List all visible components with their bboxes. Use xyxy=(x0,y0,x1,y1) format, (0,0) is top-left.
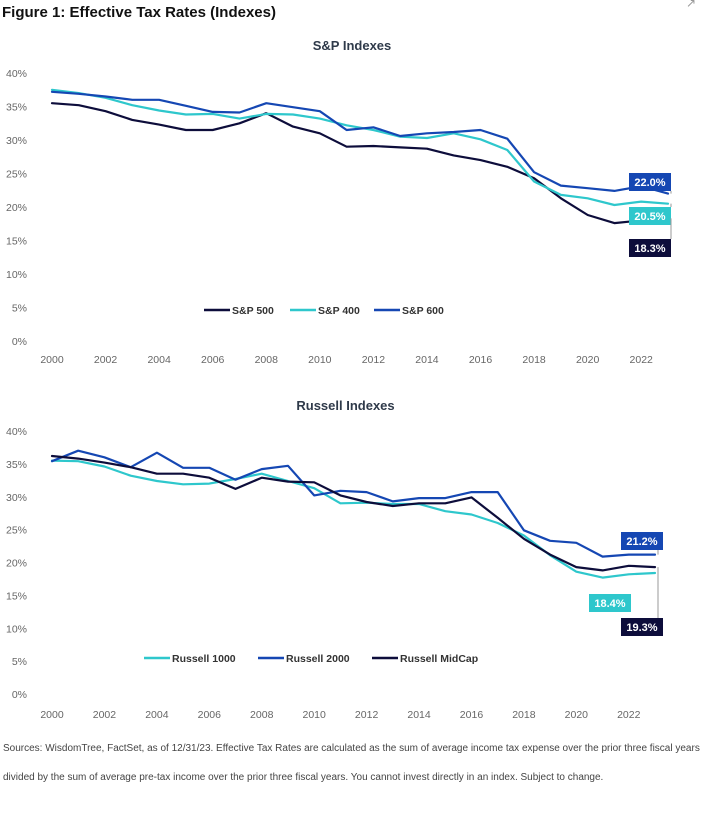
y-tick-label: 20% xyxy=(6,558,27,570)
y-tick-label: 25% xyxy=(6,525,27,537)
chart-title: Russell Indexes xyxy=(296,398,394,413)
annotation-label: 20.5% xyxy=(634,211,665,223)
series-line-russell-1000 xyxy=(50,459,657,579)
y-tick-label: 25% xyxy=(6,169,27,181)
x-tick-label: 2006 xyxy=(198,709,222,721)
annotation-box xyxy=(621,532,663,550)
x-tick-label: 2014 xyxy=(407,709,431,721)
y-tick-label: 5% xyxy=(12,303,27,315)
figure-title: Figure 1: Effective Tax Rates (Indexes) xyxy=(2,4,276,21)
annotation-box xyxy=(629,239,671,257)
x-tick-label: 2014 xyxy=(415,354,439,366)
x-tick-label: 2000 xyxy=(40,709,64,721)
y-tick-label: 15% xyxy=(6,236,27,248)
x-tick-label: 2010 xyxy=(308,354,332,366)
y-tick-label: 5% xyxy=(12,656,27,668)
y-tick-label: 10% xyxy=(6,269,27,281)
y-tick-label: 15% xyxy=(6,590,27,602)
x-tick-label: 2002 xyxy=(94,354,118,366)
annotation-label: 21.2% xyxy=(626,536,657,548)
y-tick-label: 40% xyxy=(6,426,27,438)
legend-entry: S&P 500 xyxy=(232,305,274,317)
russell-indexes-chart: Russell Indexes 0% 5% 10% 15% 20% 25% 30% 35% 40%… xyxy=(6,398,663,721)
x-tick-label: 2000 xyxy=(40,354,64,366)
legend-entry: S&P 400 xyxy=(318,305,360,317)
y-tick-label: 10% xyxy=(6,623,27,635)
x-tick-label: 2018 xyxy=(522,354,546,366)
x-tick-label: 2020 xyxy=(576,354,600,366)
resize-handle-icon[interactable]: ↗ xyxy=(685,0,696,10)
legend-entry: S&P 600 xyxy=(402,305,444,317)
annotation-box xyxy=(629,207,671,225)
y-tick-label: 35% xyxy=(6,102,27,114)
annotation-box xyxy=(589,594,631,612)
annotation-label: 18.4% xyxy=(594,598,625,610)
x-tick-label: 2010 xyxy=(302,709,326,721)
annotation-label: 22.0% xyxy=(634,177,665,189)
legend-entry: Russell MidCap xyxy=(400,653,478,665)
chart-title: S&P Indexes xyxy=(313,38,392,53)
source-note: Sources: WisdomTree, FactSet, as of 12/3… xyxy=(3,743,700,783)
y-tick-label: 20% xyxy=(6,202,27,214)
y-tick-label: 35% xyxy=(6,459,27,471)
x-tick-label: 2022 xyxy=(630,354,654,366)
series-line-s-p-500 xyxy=(50,102,670,225)
annotation-label: 18.3% xyxy=(634,243,665,255)
legend-entry: Russell 2000 xyxy=(286,653,350,665)
sp-indexes-chart: S&P Indexes 0% 5% 10% 15% 20% 25% 30% 35% 40% 2000… xyxy=(6,38,672,366)
x-tick-label: 2018 xyxy=(512,709,536,721)
x-tick-label: 2022 xyxy=(617,709,641,721)
annotation-box xyxy=(621,618,663,636)
x-tick-label: 2012 xyxy=(362,354,386,366)
series-line-s-p-600 xyxy=(50,90,670,195)
y-tick-label: 0% xyxy=(12,689,27,701)
y-tick-label: 30% xyxy=(6,135,27,147)
y-tick-label: 0% xyxy=(12,336,27,348)
y-tick-label: 30% xyxy=(6,492,27,504)
x-tick-label: 2004 xyxy=(145,709,169,721)
x-tick-label: 2012 xyxy=(355,709,379,721)
legend-entry: Russell 1000 xyxy=(172,653,236,665)
x-tick-label: 2006 xyxy=(201,354,225,366)
x-tick-label: 2020 xyxy=(565,709,589,721)
x-tick-label: 2016 xyxy=(469,354,493,366)
x-tick-label: 2002 xyxy=(93,709,117,721)
annotation-label: 19.3% xyxy=(626,622,657,634)
x-tick-label: 2004 xyxy=(147,354,171,366)
y-tick-label: 40% xyxy=(6,68,27,80)
x-tick-label: 2008 xyxy=(255,354,279,366)
x-tick-label: 2016 xyxy=(460,709,484,721)
series-line-russell-midcap xyxy=(50,454,657,572)
x-tick-label: 2008 xyxy=(250,709,274,721)
series-line-russell-2000 xyxy=(50,449,657,558)
annotation-box xyxy=(629,173,671,191)
